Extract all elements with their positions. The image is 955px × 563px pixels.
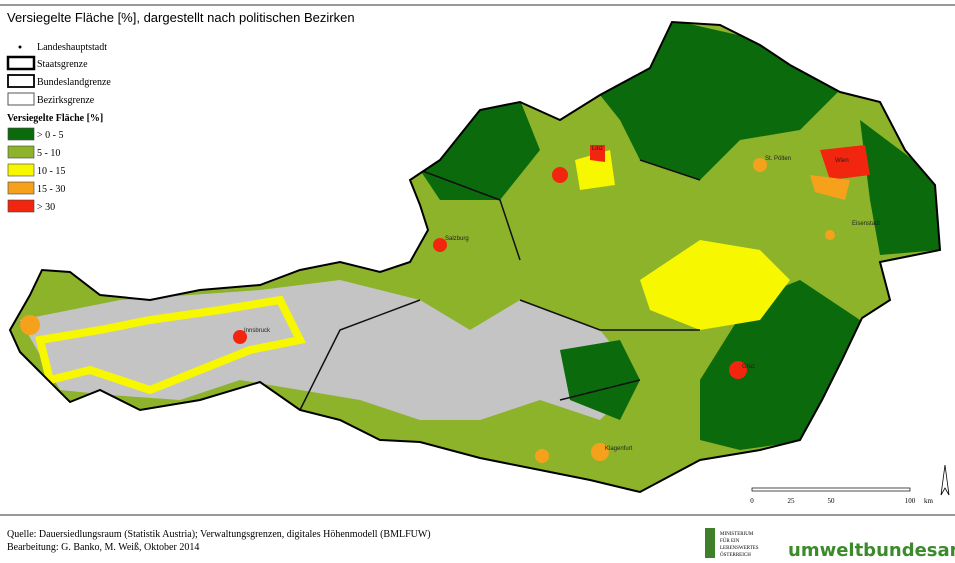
scale-label: 50 <box>828 497 836 505</box>
ministry-logo <box>705 528 715 558</box>
ministry-text: ÖSTERREICH <box>720 552 751 558</box>
region <box>753 158 767 172</box>
legend-label: > 0 - 5 <box>37 130 63 141</box>
region <box>810 175 850 200</box>
scale-label: 0 <box>750 497 754 505</box>
region <box>560 340 640 420</box>
legend-label: Landeshauptstadt <box>37 42 107 53</box>
legend-label: Staatsgrenze <box>37 59 88 70</box>
region <box>860 120 940 255</box>
scale-bar: 0 25 50 100 km <box>750 464 950 505</box>
country-border-symbol <box>6 55 36 71</box>
agency-logo: umweltbundesamt <box>788 540 955 561</box>
capital-symbol <box>18 45 22 49</box>
region <box>20 315 40 335</box>
source-text: Quelle: Dauersiedlungsraum (Statistik Au… <box>7 529 431 540</box>
district-border-symbol <box>7 92 35 106</box>
city-label: Innsbruck <box>244 328 271 334</box>
legend-label: Bundeslandgrenze <box>37 77 111 88</box>
north-arrow <box>940 464 950 496</box>
region <box>233 330 247 344</box>
ministry-text: FÜR EIN <box>720 538 740 544</box>
legend-label: Bezirksgrenze <box>37 95 95 106</box>
city-label: St. Pölten <box>765 156 791 162</box>
legend-label: 5 - 10 <box>37 148 60 159</box>
region <box>820 145 870 180</box>
state-border <box>299 159 701 411</box>
scale-bar-rect <box>751 487 911 492</box>
region <box>825 230 835 240</box>
ministry-text: LEBENSWERTES <box>720 546 759 551</box>
region <box>420 100 540 200</box>
country-border <box>8 20 942 494</box>
legend-label: > 30 <box>37 202 55 213</box>
scale-label: 100 <box>905 497 916 505</box>
legend-swatch <box>7 163 35 177</box>
map-title: Versiegelte Fläche [%], dargestellt nach… <box>7 10 355 25</box>
city-label: Salzburg <box>445 236 469 242</box>
region <box>433 238 447 252</box>
city-label: Klagenfurt <box>605 446 633 452</box>
region <box>729 361 747 379</box>
region <box>600 22 840 180</box>
city-label: Wien <box>835 158 849 164</box>
map-body <box>10 22 940 492</box>
legend-label: 10 - 15 <box>37 166 65 177</box>
state-border-symbol <box>7 74 35 88</box>
legend-label: 15 - 30 <box>37 184 65 195</box>
ministry-text: MINISTERIUM <box>720 532 754 537</box>
legend-swatch <box>7 199 35 213</box>
legend: Landeshauptstadt Staatsgrenze Bundesland… <box>6 42 111 213</box>
region <box>552 167 568 183</box>
region <box>591 443 609 461</box>
city-label: Graz <box>742 364 755 370</box>
region <box>590 145 605 162</box>
legend-title: Versiegelte Fläche [%] <box>7 113 103 124</box>
legend-swatch <box>7 127 35 141</box>
city-label: Linz <box>592 146 603 152</box>
region <box>535 449 549 463</box>
scale-label: 25 <box>788 497 796 505</box>
credit-text: Bearbeitung: G. Banko, M. Weiß, Oktober … <box>7 542 199 553</box>
legend-swatch <box>7 181 35 195</box>
valley-area <box>35 295 306 395</box>
city-label: Eisenstadt <box>852 221 880 227</box>
scale-label: km <box>924 497 934 505</box>
region <box>640 240 790 330</box>
legend-swatch <box>7 145 35 159</box>
